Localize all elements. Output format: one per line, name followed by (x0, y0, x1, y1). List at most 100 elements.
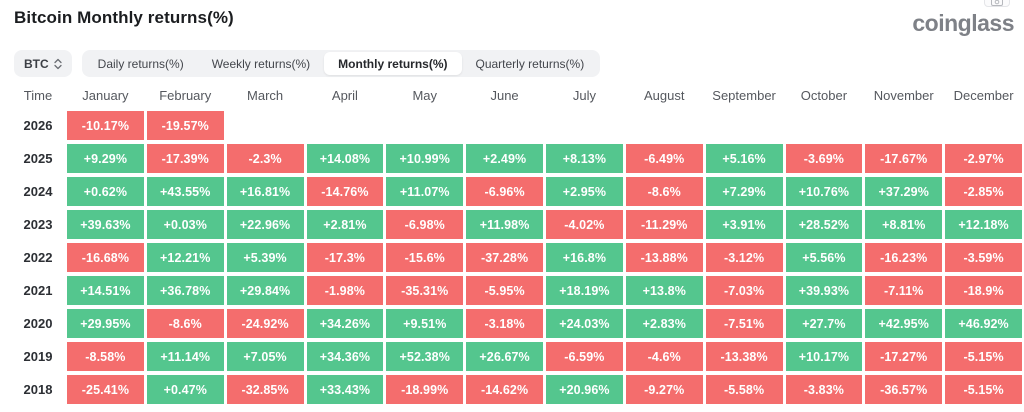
return-cell: -15.6% (386, 243, 464, 272)
return-cell: +11.14% (146, 342, 224, 371)
month-column-header: August (644, 88, 685, 103)
row-year-label: 2025 (23, 151, 53, 166)
row-year-label: 2024 (23, 184, 53, 199)
month-column-header: February (159, 88, 212, 103)
return-cell: +36.78% (146, 276, 224, 305)
month-column-header: July (572, 88, 596, 103)
empty-cell (706, 111, 783, 140)
return-cell: -14.62% (466, 375, 543, 404)
return-cell: +28.52% (785, 210, 863, 239)
return-cell: +0.62% (67, 177, 144, 206)
return-cell: +12.21% (146, 243, 224, 272)
camera-icon[interactable] (984, 0, 1010, 7)
return-cell: +42.95% (865, 309, 943, 338)
return-cell: -13.38% (705, 342, 783, 371)
row-year-label: 2019 (23, 349, 53, 364)
return-cell: -6.59% (546, 342, 623, 371)
return-cell: +29.84% (226, 276, 304, 305)
return-cell: +9.29% (67, 144, 144, 173)
return-cell: -35.31% (386, 276, 464, 305)
return-cell: +14.51% (67, 276, 144, 305)
return-cell: +18.19% (546, 276, 623, 305)
return-cell: +24.03% (546, 309, 623, 338)
return-cell: -14.76% (306, 177, 384, 206)
empty-cell (307, 111, 384, 140)
return-cell: +2.95% (546, 177, 623, 206)
return-cell: -4.6% (625, 342, 703, 371)
returns-table: Time January February March April May June July… (12, 84, 1022, 404)
return-cell: +46.92% (945, 309, 1022, 338)
return-cell: +39.93% (785, 276, 863, 305)
return-cell: -9.27% (625, 375, 703, 404)
return-cell: +34.26% (306, 309, 384, 338)
month-column-header: April (331, 88, 358, 103)
page-title: Bitcoin Monthly returns(%) (14, 8, 234, 27)
return-cell: -3.18% (466, 309, 543, 338)
return-cell: +7.05% (226, 342, 304, 371)
return-cell: +10.76% (785, 177, 863, 206)
return-cell: -17.39% (146, 144, 224, 173)
return-cell: +8.81% (865, 210, 943, 239)
return-cell: +52.38% (386, 342, 464, 371)
symbol-select[interactable]: BTC (14, 50, 72, 77)
empty-cell (466, 111, 543, 140)
return-cell: +33.43% (306, 375, 384, 404)
return-cell: -18.9% (945, 276, 1022, 305)
return-cell: +39.63% (67, 210, 144, 239)
empty-cell (227, 111, 304, 140)
month-column-header: May (412, 88, 438, 103)
return-cell: +16.8% (546, 243, 623, 272)
return-cell: +16.81% (226, 177, 304, 206)
return-cell: -2.97% (945, 144, 1022, 173)
return-cell: -7.11% (865, 276, 943, 305)
return-cell: +11.98% (466, 210, 543, 239)
return-cell: -18.99% (386, 375, 464, 404)
return-cell: +10.17% (785, 342, 863, 371)
tab-weekly-returns[interactable]: Weekly returns(%) (198, 52, 324, 75)
return-cell: -8.58% (67, 342, 144, 371)
return-cell: +2.49% (466, 144, 543, 173)
return-cell: -10.17% (67, 111, 144, 140)
return-cell: -3.69% (785, 144, 863, 173)
return-cell: -17.3% (306, 243, 384, 272)
return-cell: +2.83% (625, 309, 703, 338)
return-cell: +5.56% (785, 243, 863, 272)
return-cell: -4.02% (546, 210, 623, 239)
month-column-header: March (247, 88, 284, 103)
return-cell: +7.29% (705, 177, 783, 206)
return-cell: +2.81% (306, 210, 384, 239)
return-cell: -2.85% (945, 177, 1022, 206)
time-column-header: Time (23, 88, 53, 103)
return-cell: +8.13% (546, 144, 623, 173)
return-cell: -8.6% (146, 309, 224, 338)
tab-quarterly-returns[interactable]: Quarterly returns(%) (462, 52, 599, 75)
return-cell: -11.29% (625, 210, 703, 239)
return-cell: -17.27% (865, 342, 943, 371)
return-cell: +11.07% (386, 177, 464, 206)
return-cell: -5.15% (945, 375, 1022, 404)
returns-period-tabs: Daily returns(%) Weekly returns(%) Monthly… (81, 50, 601, 77)
return-cell: +34.36% (306, 342, 384, 371)
row-year-label: 2021 (23, 283, 53, 298)
camera-glyph-icon (991, 0, 1003, 6)
return-cell: -7.51% (705, 309, 783, 338)
return-cell: +27.7% (785, 309, 863, 338)
return-cell: +0.03% (146, 210, 224, 239)
return-cell: -6.98% (386, 210, 464, 239)
empty-cell (386, 111, 463, 140)
return-cell: +13.8% (625, 276, 703, 305)
return-cell: -13.88% (625, 243, 703, 272)
tab-monthly-returns[interactable]: Monthly returns(%) (324, 52, 462, 75)
month-column-header: June (490, 88, 519, 103)
return-cell: -24.92% (226, 309, 304, 338)
return-cell: +3.91% (705, 210, 783, 239)
return-cell: -3.12% (705, 243, 783, 272)
empty-cell (626, 111, 703, 140)
symbol-select-value: BTC (24, 56, 49, 71)
tab-daily-returns[interactable]: Daily returns(%) (84, 52, 198, 75)
return-cell: -7.03% (705, 276, 783, 305)
return-cell: -5.58% (705, 375, 783, 404)
coinglass-logo: coinglass (912, 10, 1014, 36)
empty-cell (546, 111, 623, 140)
return-cell: -5.15% (945, 342, 1022, 371)
